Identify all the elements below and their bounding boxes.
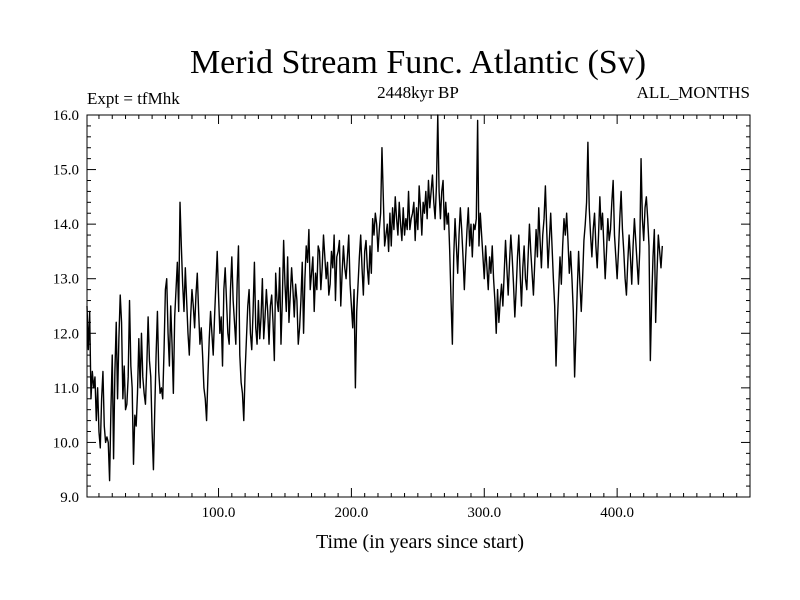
axes: 100.0 200.0 300.0 400.0 9.0 10.0 11.0 12.0 13.0 1…	[53, 108, 750, 521]
chart-title: Merid Stream Func. Atlantic (Sv)	[190, 44, 646, 81]
y-tick-label: 14.0	[53, 217, 79, 233]
x-tick-label: 200.0	[335, 505, 369, 521]
months-label: ALL_MONTHS	[637, 83, 750, 102]
period-label: 2448kyr BP	[377, 83, 459, 102]
y-tick-label: 9.0	[60, 490, 79, 506]
y-tick-label: 15.0	[53, 163, 79, 179]
y-tick-label: 13.0	[53, 272, 79, 288]
plot-area	[86, 114, 664, 482]
plot-frame	[86, 114, 751, 498]
y-tick-label: 12.0	[53, 326, 79, 342]
y-tick-label: 10.0	[53, 435, 79, 451]
x-tick-label: 400.0	[600, 505, 634, 521]
y-tick-label: 16.0	[53, 108, 79, 124]
y-tick-label: 11.0	[53, 381, 79, 397]
x-tick-label: 300.0	[467, 505, 501, 521]
experiment-label: Expt = tfMhk	[87, 89, 180, 108]
x-axis-label: Time (in years since start)	[316, 531, 524, 553]
series-line	[86, 114, 664, 482]
x-tick-label: 100.0	[202, 505, 236, 521]
